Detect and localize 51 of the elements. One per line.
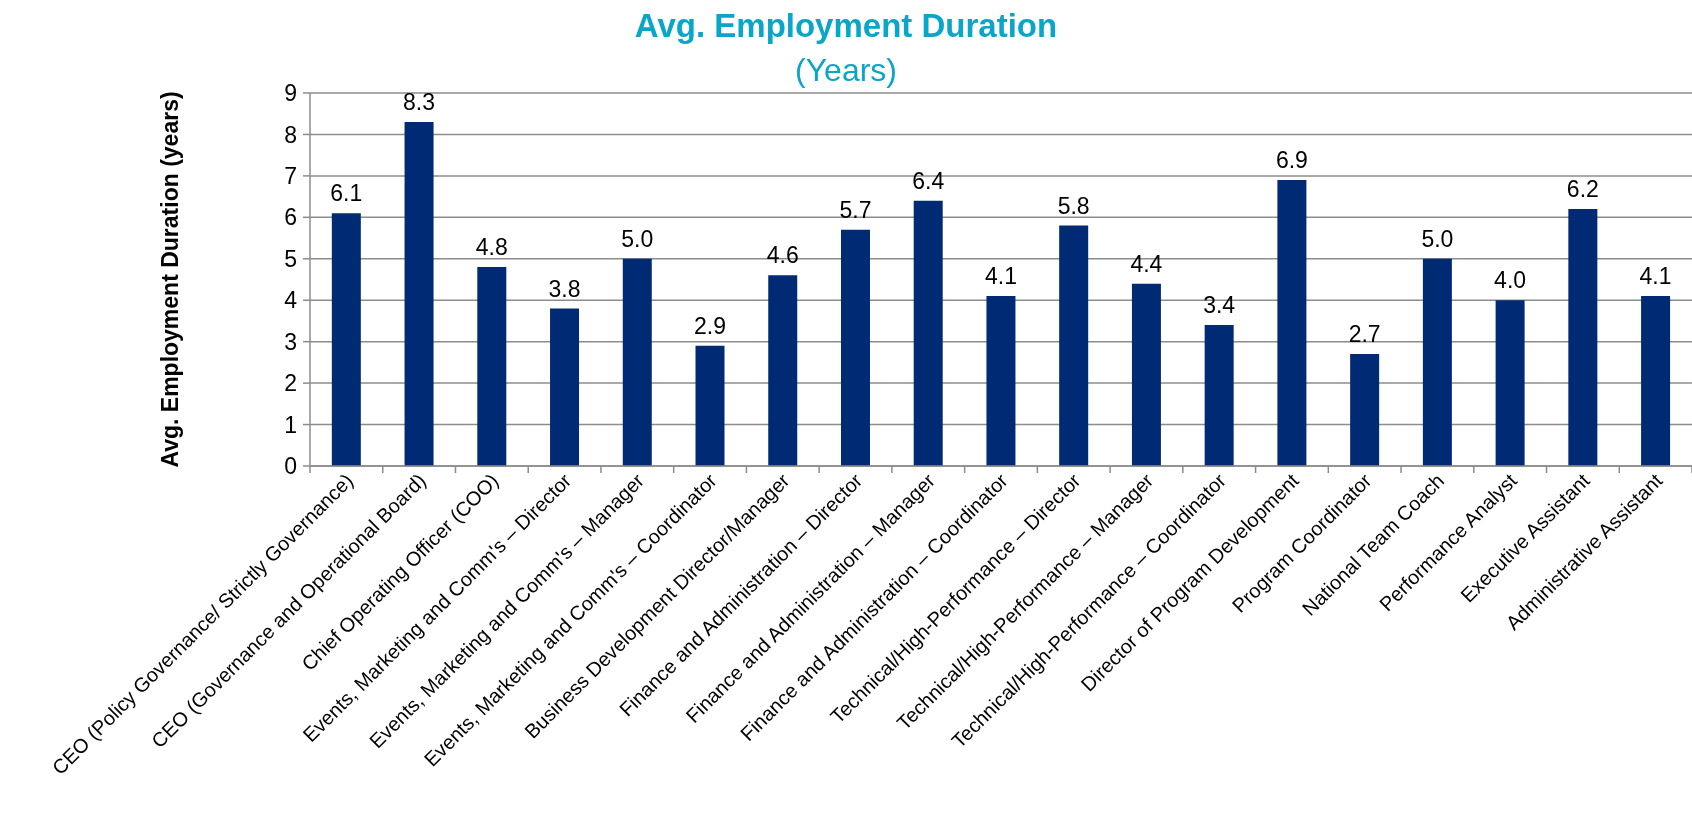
data-label: 8.3 (403, 89, 436, 116)
bar (1131, 283, 1161, 466)
bar (1277, 180, 1307, 466)
bar (404, 122, 434, 466)
bar (768, 275, 798, 466)
bar (840, 229, 870, 466)
data-label: 4.6 (766, 242, 799, 269)
y-tick-label: 0 (284, 453, 297, 480)
data-label: 6.9 (1275, 147, 1308, 174)
bar (477, 267, 507, 466)
y-tick-label: 4 (284, 287, 298, 314)
data-label: 2.7 (1348, 321, 1381, 348)
data-label: 3.8 (548, 275, 581, 302)
chart-subtitle: (Years) (795, 52, 897, 88)
bar (1059, 225, 1089, 466)
data-label: 6.2 (1566, 176, 1599, 203)
data-label: 5.0 (1421, 225, 1454, 252)
bar (1641, 296, 1671, 466)
bar (695, 345, 725, 466)
data-label: 2.9 (694, 312, 726, 339)
y-tick-label: 1 (284, 411, 297, 438)
bar (913, 200, 943, 466)
data-label: 6.4 (912, 167, 945, 194)
y-tick-label: 8 (284, 121, 297, 148)
bar (1495, 300, 1525, 466)
data-label: 5.0 (621, 225, 654, 252)
y-tick-label: 5 (284, 245, 297, 272)
bar (622, 258, 652, 466)
bar (550, 308, 580, 466)
y-tick-label: 9 (284, 80, 297, 107)
data-label: 6.1 (330, 180, 363, 207)
data-label: 5.7 (839, 196, 872, 223)
data-label: 4.4 (1130, 250, 1163, 277)
y-tick-label: 7 (284, 163, 297, 190)
data-label: 4.1 (984, 263, 1017, 290)
bar (1204, 325, 1234, 466)
bar (1422, 258, 1452, 466)
data-label: 5.8 (1057, 192, 1090, 219)
data-label: 4.1 (1639, 263, 1672, 290)
bar (331, 213, 361, 466)
y-tick-label: 2 (284, 370, 297, 397)
chart-title: Avg. Employment Duration (634, 7, 1058, 44)
y-tick-label: 6 (284, 204, 297, 231)
data-label: 3.4 (1203, 292, 1236, 319)
bar (1568, 209, 1598, 466)
bar (1350, 354, 1380, 466)
bar (986, 296, 1016, 466)
data-label: 4.8 (475, 234, 508, 261)
y-axis-title: Avg. Employment Duration (years) (157, 91, 183, 468)
data-label: 4.0 (1494, 267, 1527, 294)
y-tick-label: 3 (284, 328, 297, 355)
